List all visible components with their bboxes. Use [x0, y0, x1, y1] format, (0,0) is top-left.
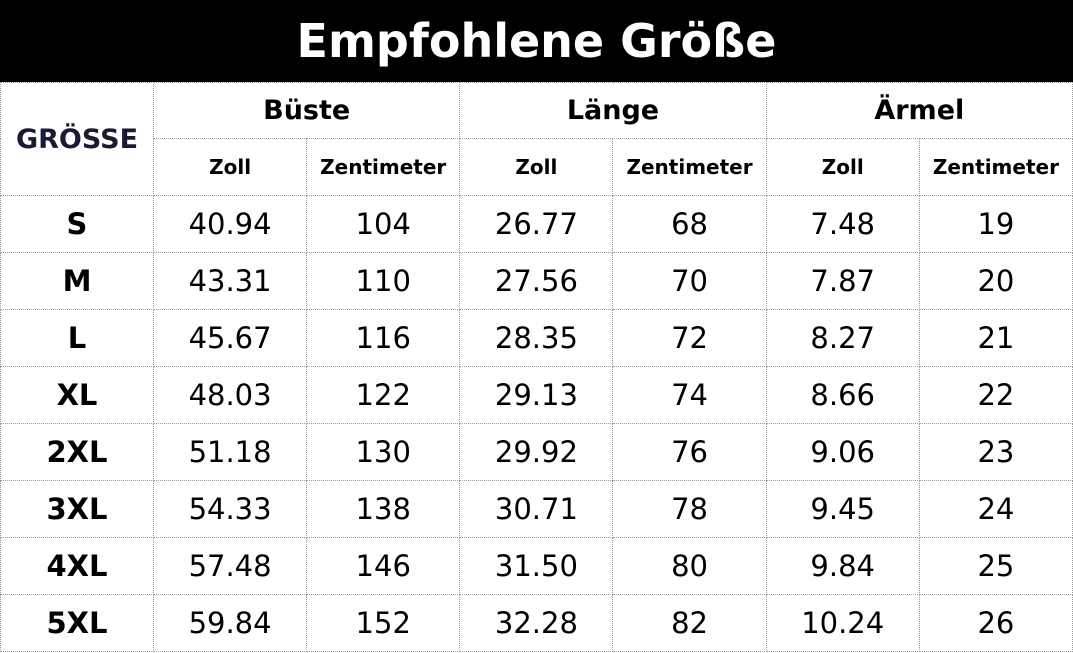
row: 2XL 51.18 130 29.92 76 9.06 23	[0, 423, 1073, 481]
unit-header: Zentimeter	[306, 138, 461, 196]
value-cell: 23	[918, 423, 1073, 481]
title-bar: Empfohlene Größe	[0, 0, 1073, 82]
value-cell: 19	[918, 195, 1073, 253]
value-cell: 10.24	[765, 594, 920, 652]
value-cell: 31.50	[459, 537, 614, 595]
value-cell: 25	[918, 537, 1073, 595]
size-label: 5XL	[0, 594, 154, 652]
size-header: GRÖSSE	[0, 82, 154, 196]
value-cell: 146	[306, 537, 461, 595]
value-cell: 152	[306, 594, 461, 652]
value-cell: 7.87	[765, 252, 920, 310]
value-cell: 26.77	[459, 195, 614, 253]
value-cell: 54.33	[152, 480, 308, 538]
row: XL 48.03 122 29.13 74 8.66 22	[0, 366, 1073, 424]
value-cell: 74	[612, 366, 767, 424]
value-cell: 8.66	[765, 366, 920, 424]
value-cell: 9.45	[765, 480, 920, 538]
group-header: Büste	[152, 82, 461, 139]
title: Empfohlene Größe	[296, 14, 777, 68]
value-cell: 26	[918, 594, 1073, 652]
value-cell: 20	[918, 252, 1073, 310]
unit-header: Zentimeter	[918, 138, 1073, 196]
row: L 45.67 116 28.35 72 8.27 21	[0, 309, 1073, 367]
value-cell: 104	[306, 195, 461, 253]
unit-header: Zoll	[459, 138, 614, 196]
group-header: Ärmel	[765, 82, 1073, 139]
value-cell: 48.03	[152, 366, 308, 424]
value-cell: 70	[612, 252, 767, 310]
value-cell: 32.28	[459, 594, 614, 652]
value-cell: 9.84	[765, 537, 920, 595]
row: 4XL 57.48 146 31.50 80 9.84 25	[0, 537, 1073, 595]
value-cell: 43.31	[152, 252, 308, 310]
size-label: 2XL	[0, 423, 154, 481]
group-header: Länge	[459, 82, 767, 139]
value-cell: 21	[918, 309, 1073, 367]
value-cell: 59.84	[152, 594, 308, 652]
value-cell: 30.71	[459, 480, 614, 538]
row: 5XL 59.84 152 32.28 82 10.24 26	[0, 594, 1073, 652]
value-cell: 72	[612, 309, 767, 367]
value-cell: 45.67	[152, 309, 308, 367]
value-cell: 80	[612, 537, 767, 595]
value-cell: 9.06	[765, 423, 920, 481]
value-cell: 138	[306, 480, 461, 538]
value-cell: 29.92	[459, 423, 614, 481]
size-label: M	[0, 252, 154, 310]
value-cell: 116	[306, 309, 461, 367]
size-table: GRÖSSE Büste Länge Ärmel Zoll Zentimeter Zoll Z…	[0, 82, 1073, 652]
value-cell: 28.35	[459, 309, 614, 367]
value-cell: 27.56	[459, 252, 614, 310]
row: 3XL 54.33 138 30.71 78 9.45 24	[0, 480, 1073, 538]
row: GRÖSSE Büste Länge Ärmel	[0, 82, 1073, 196]
value-cell: 76	[612, 423, 767, 481]
unit-header: Zoll	[152, 138, 308, 196]
value-cell: 122	[306, 366, 461, 424]
value-cell: 7.48	[765, 195, 920, 253]
value-cell: 110	[306, 252, 461, 310]
value-cell: 82	[612, 594, 767, 652]
row: M 43.31 110 27.56 70 7.87 20	[0, 252, 1073, 310]
value-cell: 24	[918, 480, 1073, 538]
size-label: XL	[0, 366, 154, 424]
value-cell: 57.48	[152, 537, 308, 595]
value-cell: 51.18	[152, 423, 308, 481]
value-cell: 78	[612, 480, 767, 538]
size-label: 4XL	[0, 537, 154, 595]
value-cell: 40.94	[152, 195, 308, 253]
unit-header: Zoll	[765, 138, 920, 196]
row: Zoll Zentimeter Zoll Zentimeter Zoll Zentimet…	[1, 138, 1073, 196]
size-label: 3XL	[0, 480, 154, 538]
value-cell: 8.27	[765, 309, 920, 367]
size-label: S	[0, 195, 154, 253]
value-cell: 68	[612, 195, 767, 253]
unit-header: Zentimeter	[612, 138, 767, 196]
size-label: L	[0, 309, 154, 367]
value-cell: 29.13	[459, 366, 614, 424]
row: S 40.94 104 26.77 68 7.48 19	[0, 195, 1073, 253]
value-cell: 130	[306, 423, 461, 481]
value-cell: 22	[918, 366, 1073, 424]
